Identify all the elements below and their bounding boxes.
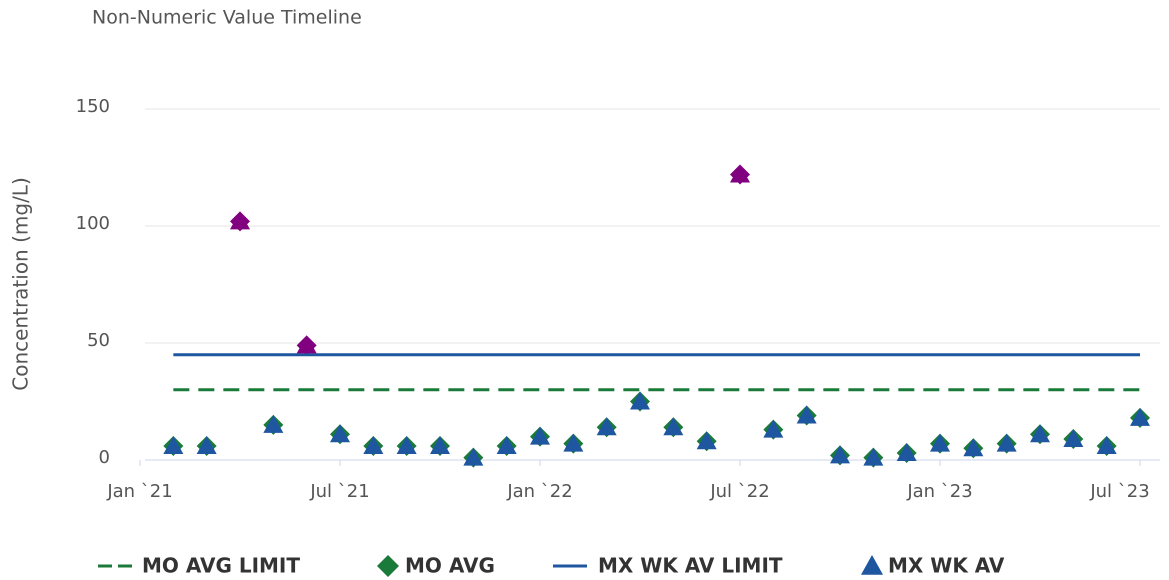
marker	[930, 433, 950, 452]
marker	[330, 424, 350, 443]
marker	[230, 211, 250, 230]
marker	[730, 164, 750, 183]
y-tick-label: 0	[99, 447, 110, 468]
marker	[163, 435, 184, 454]
x-tick-label: Jan `21	[106, 481, 172, 502]
y-tick-label: 150	[76, 96, 110, 117]
marker	[830, 445, 850, 464]
marker	[896, 442, 917, 461]
legend-label: MO AVG	[405, 554, 495, 578]
legend-label: MO AVG LIMIT	[142, 554, 300, 578]
marker	[263, 414, 284, 433]
marker	[1030, 424, 1050, 443]
marker	[863, 447, 884, 466]
marker	[463, 447, 484, 466]
marker	[630, 391, 650, 410]
marker	[296, 335, 317, 354]
y-tick-label: 50	[87, 330, 110, 351]
chart-title: Non-Numeric Value Timeline	[92, 7, 362, 29]
marker	[996, 433, 1017, 452]
marker	[530, 426, 550, 445]
marker	[696, 431, 717, 450]
legend-marker	[377, 555, 399, 577]
x-tick-label: Jul `22	[709, 481, 769, 502]
y-tick-label: 100	[76, 213, 110, 234]
marker	[1096, 435, 1117, 454]
x-tick-label: Jan `23	[906, 481, 972, 502]
marker	[1063, 428, 1084, 447]
marker	[763, 419, 784, 438]
marker	[430, 435, 450, 454]
marker	[963, 438, 984, 457]
marker	[196, 435, 217, 454]
marker	[396, 435, 417, 454]
marker	[663, 417, 684, 436]
marker	[596, 417, 617, 436]
marker	[363, 435, 384, 454]
marker	[496, 435, 517, 454]
x-tick-label: Jul `21	[309, 481, 369, 502]
marker	[563, 433, 584, 452]
legend-label: MX WK AV LIMIT	[598, 554, 783, 578]
marker	[796, 405, 817, 424]
marker	[1130, 407, 1150, 426]
x-tick-label: Jul `23	[1089, 481, 1149, 502]
y-axis-label: Concentration (mg/L)	[9, 177, 33, 391]
legend-label: MX WK AV	[888, 554, 1005, 578]
x-tick-label: Jan `22	[506, 481, 572, 502]
legend-marker	[861, 555, 883, 575]
